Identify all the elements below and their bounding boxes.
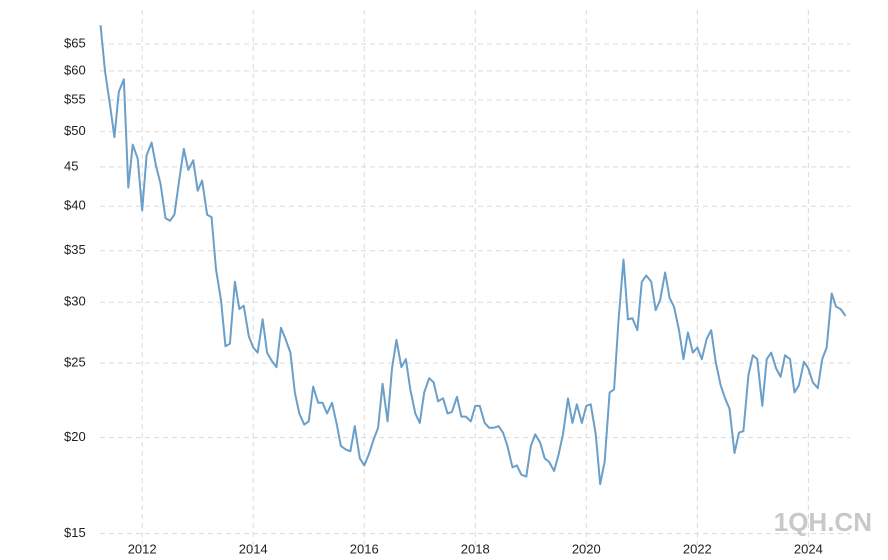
price-line <box>99 25 847 486</box>
x-tick-label: 2020 <box>572 541 601 556</box>
x-tick-label: 2014 <box>239 541 268 556</box>
y-tick-label: $20 <box>64 429 86 444</box>
y-tick-label: $25 <box>64 355 86 370</box>
y-tick-label: $35 <box>64 242 86 257</box>
y-tick-label: $50 <box>64 123 86 138</box>
y-tick-label: $65 <box>64 36 86 51</box>
y-tick-label: $60 <box>64 62 86 77</box>
y-tick-label: $55 <box>64 91 86 106</box>
y-tick-label: $30 <box>64 294 86 309</box>
watermark: 1QH.CN <box>774 507 872 537</box>
x-tick-label: 2016 <box>350 541 379 556</box>
x-tick-label: 2012 <box>128 541 157 556</box>
y-tick-label: $15 <box>64 525 86 540</box>
y-tick-label: 45 <box>64 158 78 173</box>
x-tick-label: 2022 <box>683 541 712 556</box>
x-tick-label: 2018 <box>461 541 490 556</box>
y-tick-label: $40 <box>64 198 86 213</box>
x-tick-label: 2024 <box>794 541 823 556</box>
